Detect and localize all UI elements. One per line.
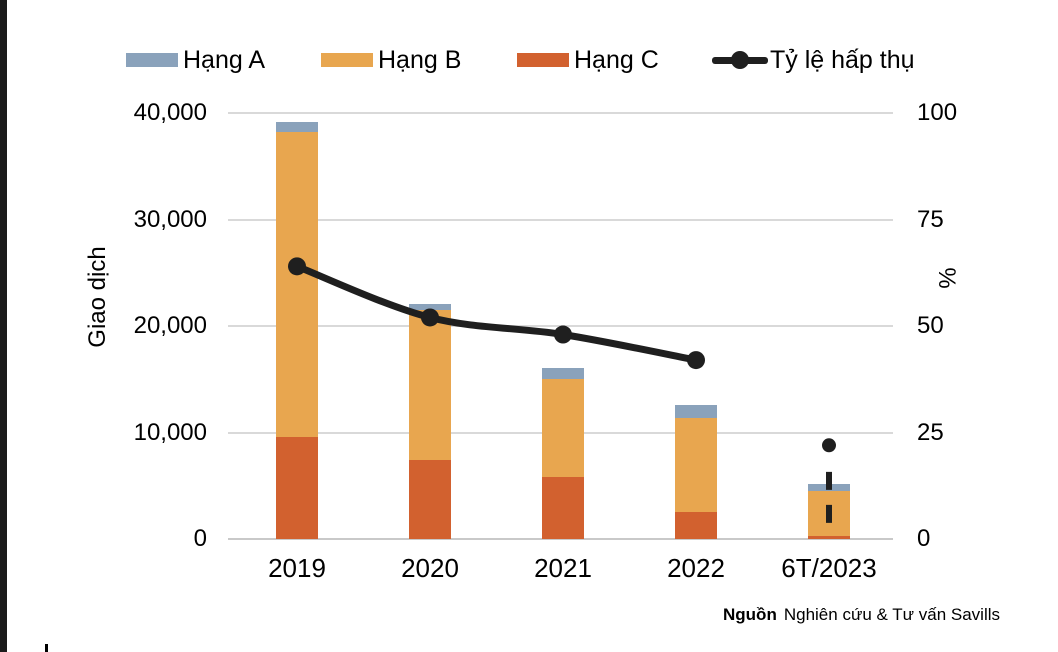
bar-segment-hạng-a-2022	[675, 404, 717, 418]
line-marker-2020	[421, 308, 439, 327]
legend-label: Tỷ lệ hấp thụ	[770, 45, 915, 74]
line-marker-2022	[687, 351, 705, 370]
gridline	[228, 218, 893, 221]
hang-a-swatch-icon	[126, 53, 178, 67]
plot-area	[228, 112, 893, 540]
line-marker-icon	[712, 50, 768, 70]
legend-item-absorption-rate: Tỷ lệ hấp thụ	[712, 44, 915, 76]
bar-segment-hạng-b-2019	[276, 132, 318, 437]
bar-segment-hạng-b-2021	[542, 379, 584, 478]
x-label-6T-2023: 6T/2023	[781, 553, 877, 583]
line-marker-2019	[288, 257, 306, 276]
right-tick-0: 0	[917, 525, 931, 552]
isolated-point-6T/2023	[822, 438, 836, 453]
bar-segment-hạng-b-2020	[409, 310, 451, 461]
bar-segment-hạng-a-2019	[276, 121, 318, 133]
left-edge-stripe	[0, 0, 7, 652]
source-label: Nguồn	[723, 605, 777, 624]
bar-segment-hạng-c-2022	[675, 512, 717, 539]
line-marker-2021	[554, 325, 572, 344]
right-tick-50: 50	[917, 312, 944, 339]
bar-segment-hạng-b-2022	[675, 417, 717, 513]
bar-segment-hạng-c-6T/2023	[808, 535, 850, 539]
bar-segment-hạng-a-2021	[542, 367, 584, 380]
right-tick-75: 75	[917, 205, 944, 233]
gridline	[228, 112, 893, 114]
bar-segment-hạng-c-2020	[409, 460, 451, 539]
bar-segment-hạng-c-2019	[276, 436, 318, 539]
hang-b-swatch-icon	[321, 53, 373, 67]
legend-item-hang-a: Hạng A	[126, 44, 265, 76]
x-label-2020: 2020	[401, 553, 459, 583]
legend-label: Hạng C	[574, 45, 659, 74]
x-label-2022: 2022	[667, 553, 725, 583]
bar-segment-hạng-a-2020	[409, 303, 451, 311]
legend-item-hang-c: Hạng C	[517, 44, 659, 76]
absorption-rate-line	[293, 262, 700, 364]
partial-glyph-mark	[45, 644, 48, 652]
source-note: Nguồn Nghiên cứu & Tư vấn Savills	[723, 605, 1000, 625]
bar-segment-hạng-c-2021	[542, 477, 584, 539]
x-label-2021: 2021	[534, 553, 592, 583]
left-tick-0: 0	[193, 525, 207, 552]
x-axis-line	[228, 538, 893, 540]
hang-c-swatch-icon	[517, 53, 569, 67]
x-label-2019: 2019	[268, 553, 326, 583]
absorption-rate-line-layer	[288, 257, 836, 523]
legend-item-hang-b: Hạng B	[321, 44, 461, 76]
left-tick-40000: 40,000	[133, 99, 207, 126]
left-tick-10000: 10,000	[133, 418, 207, 446]
right-tick-100: 100	[917, 99, 958, 126]
legend-label: Hạng B	[378, 45, 462, 74]
source-text: Nghiên cứu & Tư vấn Savills	[783, 605, 1000, 624]
legend-label: Hạng A	[183, 45, 266, 74]
right-tick-25: 25	[917, 418, 944, 446]
left-tick-20000: 20,000	[133, 312, 207, 339]
left-tick-30000: 30,000	[133, 205, 207, 233]
right-axis-title: %	[933, 267, 960, 289]
